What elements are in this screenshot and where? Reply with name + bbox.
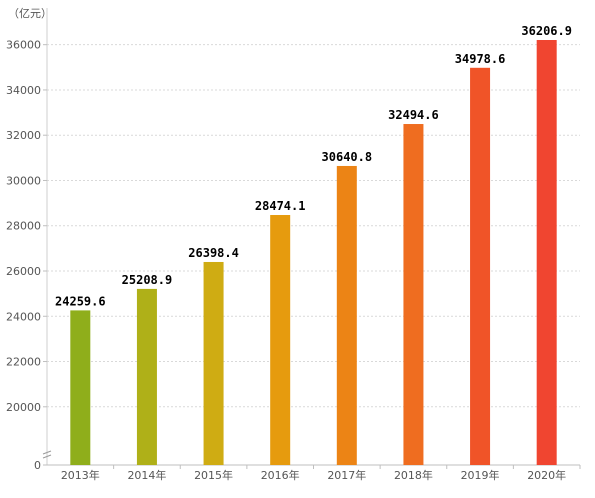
grid-lines [47, 44, 580, 408]
x-axis-ticks: 2013年 2014年 2015年 2016年 2017年 2018年 2019年 2020年 [61, 465, 581, 482]
x-tick-label: 2014年 [127, 468, 166, 482]
y-tick-label: 26000 [6, 265, 41, 278]
bars [70, 40, 557, 466]
data-label: 36206.9 [521, 24, 572, 38]
y-tick-label: 24000 [6, 310, 41, 323]
data-label: 32494.6 [388, 108, 439, 122]
y-tick-label: 32000 [6, 129, 41, 142]
bar-2014年[interactable] [136, 288, 157, 465]
y-tick-label: 0 [34, 459, 41, 472]
y-tick-label: 20000 [6, 401, 41, 414]
axis-break-mark [42, 450, 52, 459]
x-tick-label: 2020年 [527, 468, 566, 482]
y-axis-ticks: 0 20000 22000 24000 26000 28000 30000 32000 3400… [6, 39, 52, 472]
y-tick-label: 36000 [6, 39, 41, 52]
bar-2017年[interactable] [336, 165, 357, 465]
y-tick-label: 34000 [6, 84, 41, 97]
y-tick-label: 28000 [6, 220, 41, 233]
data-labels: 24259.6 25208.9 26398.4 28474.1 30640.8 32494… [54, 23, 573, 310]
x-tick-label: 2018年 [394, 468, 433, 482]
data-label: 34978.6 [455, 52, 506, 66]
bar-2013年[interactable] [70, 310, 91, 465]
bar-2016年[interactable] [270, 215, 291, 465]
x-tick-label: 2016年 [261, 468, 300, 482]
bar-2019年[interactable] [470, 67, 491, 465]
x-tick-label: 2017年 [327, 468, 366, 482]
x-tick-label: 2013年 [61, 468, 100, 482]
data-label: 24259.6 [55, 294, 106, 308]
bar-2020年[interactable] [536, 40, 557, 465]
bar-2018年[interactable] [403, 124, 424, 466]
data-label: 30640.8 [322, 150, 373, 164]
x-tick-label: 2019年 [461, 468, 500, 482]
y-tick-label: 30000 [6, 174, 41, 187]
data-label: 25208.9 [122, 273, 173, 287]
y-tick-label: 22000 [6, 356, 41, 369]
bar-2015年[interactable] [203, 261, 224, 465]
y-axis-unit-label: （亿元） [8, 7, 52, 20]
x-tick-label: 2015年 [194, 468, 233, 482]
data-label: 28474.1 [255, 199, 306, 213]
data-label: 26398.4 [188, 246, 239, 260]
